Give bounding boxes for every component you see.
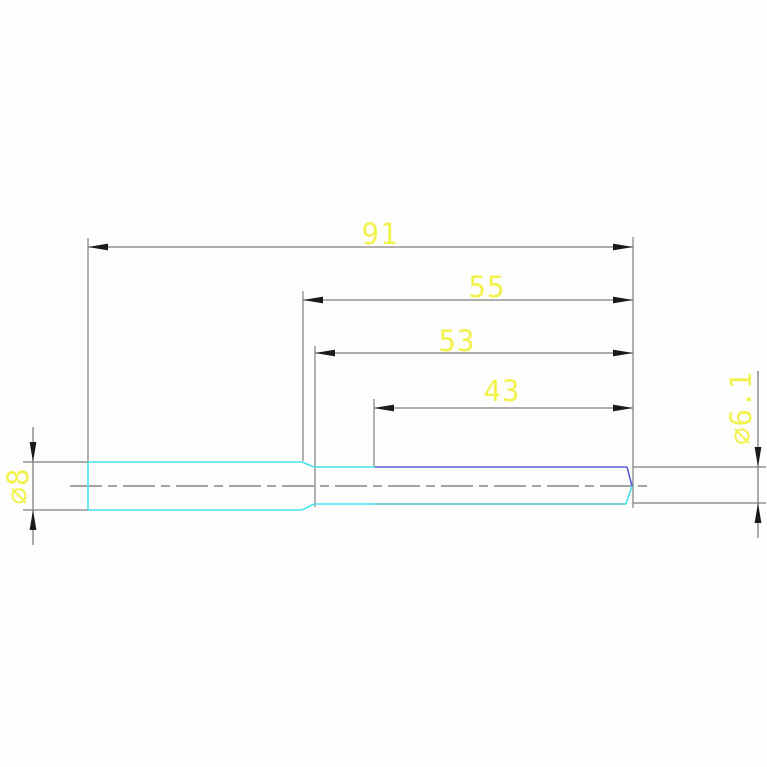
arrowhead-53-left [315,349,335,357]
arrowhead-53-right [613,349,633,357]
dimension-label-43: 43 [484,374,521,408]
dimension-label-dia61: ∅6.1 [724,371,758,445]
arrowhead-dia8-top [29,442,37,462]
shaft-taper-bottom [301,503,315,511]
shaft-tip-chamfer-bottom [625,485,633,505]
dimension-lines [32,246,759,545]
arrowhead-43-left [374,404,394,412]
arrowheads [29,243,762,530]
shaft-outline [87,461,633,511]
arrowhead-dia8-bottom [29,510,37,530]
dimension-label-55: 55 [469,270,506,304]
arrowhead-43-right [613,404,633,412]
dimension-label-91: 91 [362,217,399,251]
arrowhead-91-left [88,243,108,251]
shaft-tip-chamfer-top [626,466,633,487]
dimension-labels: 91 55 53 43 ∅8 ∅6.1 [1,217,758,504]
arrowhead-91-right [613,243,633,251]
extension-lines [23,237,766,511]
dimension-label-dia8: ∅8 [1,468,35,505]
arrowhead-dia61-top [754,447,762,467]
arrowhead-dia61-bottom [754,503,762,523]
arrowhead-55-right [613,296,633,304]
dimension-label-53: 53 [439,324,476,358]
shaft-taper-top [301,461,315,468]
arrowhead-55-left [303,296,323,304]
